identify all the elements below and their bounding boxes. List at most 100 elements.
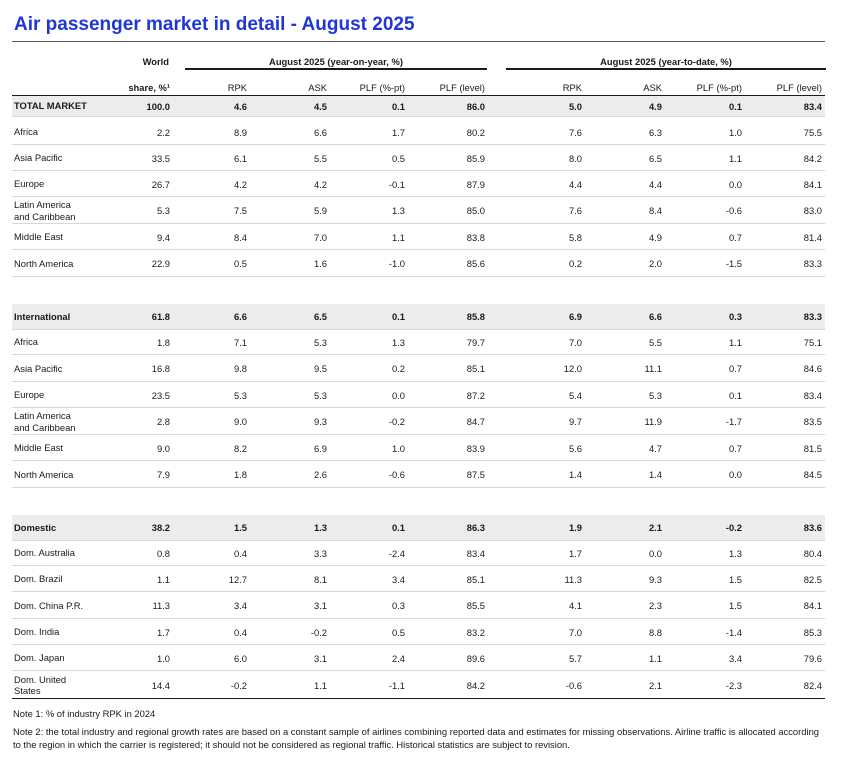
table-cell: 83.3 — [803, 258, 822, 269]
table-cell: 1.7 — [156, 626, 170, 638]
table-cell: 1.5 — [233, 522, 247, 533]
table-cell: 2.4 — [391, 652, 405, 664]
table-cell: 6.0 — [233, 652, 247, 664]
table-cell: 6.6 — [233, 311, 247, 322]
table-cell: 8.4 — [648, 205, 662, 216]
table-cell: 81.5 — [803, 442, 822, 454]
table-cell: 86.3 — [466, 522, 485, 533]
table-cell: 8.8 — [648, 626, 662, 638]
table-cell: 4.7 — [648, 442, 662, 454]
table-cell: 2.8 — [156, 416, 170, 427]
table-cell: 0.2 — [391, 363, 405, 374]
table-cell: 1.1 — [728, 152, 742, 164]
table-row: Africa 2.2 8.9 6.6 1.7 80.2 7.6 6.3 1.0 75.5 — [12, 120, 825, 145]
table-row: Dom. United States 14.4 -0.2 1.1 -1.1 84.2 -0.… — [12, 672, 825, 699]
table-cell: 84.2 — [466, 679, 485, 691]
table-cell: 1.1 — [156, 573, 170, 585]
table-cell: 12.7 — [228, 573, 247, 585]
table-cell: 1.0 — [728, 126, 742, 138]
table-cell: 0.0 — [728, 178, 742, 190]
table-cell: -2.3 — [725, 679, 742, 691]
table-cell: 11.1 — [644, 363, 662, 374]
table-cell: 1.8 — [156, 336, 170, 348]
table-cell: 9.3 — [313, 416, 327, 427]
row-label: International — [14, 310, 71, 322]
table-cell: 1.0 — [391, 442, 405, 454]
col-header-plf-pt: PLF (%-pt) — [696, 82, 742, 93]
table-cell: 6.3 — [648, 126, 662, 138]
table-cell: 0.3 — [391, 600, 405, 611]
table-cell: -1.7 — [725, 416, 742, 427]
table-cell: 4.5 — [313, 100, 327, 112]
table-cell: 4.4 — [568, 178, 582, 190]
table-cell: 4.9 — [648, 100, 662, 112]
table-row: Middle East 9.4 8.4 7.0 1.1 83.8 5.8 4.9 0.7 81.4 — [12, 225, 825, 250]
row-label: Dom. China P.R. — [14, 599, 84, 611]
table-row: Dom. China P.R. 11.3 3.4 3.1 0.3 85.5 4.1 2.3 1.… — [12, 593, 825, 619]
note-1: Note 1: % of industry RPK in 2024 — [13, 708, 156, 719]
table-row: Asia Pacific 16.8 9.8 9.5 0.2 85.1 12.0 11.1 0.7… — [12, 356, 825, 382]
table-cell: 7.9 — [156, 469, 170, 480]
table-cell: 2.0 — [648, 258, 662, 269]
table-cell: 12.0 — [563, 363, 582, 374]
table-cell: 2.1 — [648, 522, 662, 533]
table-cell: 1.9 — [568, 522, 582, 533]
table-cell: 1.1 — [313, 679, 327, 691]
table-cell: 2.1 — [648, 679, 662, 691]
table-cell: 85.0 — [466, 205, 485, 216]
col-header-ask: ASK — [643, 82, 662, 93]
table-cell: 1.3 — [728, 547, 742, 559]
table-cell: 0.5 — [391, 626, 405, 638]
table-cell: 4.9 — [648, 231, 662, 243]
table-cell: 83.4 — [803, 100, 822, 112]
table-cell: 5.3 — [156, 205, 170, 216]
row-label: North America — [14, 257, 74, 269]
table-cell: 4.1 — [568, 600, 582, 611]
table-cell: -0.2 — [310, 626, 327, 638]
table-row: Asia Pacific 33.5 6.1 5.5 0.5 85.9 8.0 6.5 1.1 84… — [12, 146, 825, 171]
table-cell: 7.0 — [313, 231, 327, 243]
table-cell: 82.5 — [803, 573, 822, 585]
table-cell: 85.3 — [803, 626, 822, 638]
table-cell: -2.4 — [388, 547, 405, 559]
table-cell: 6.6 — [648, 311, 662, 322]
table-cell: 26.7 — [151, 178, 170, 190]
col-header-rpk: RPK — [562, 82, 582, 93]
yoy-group-header: August 2025 (year-on-year, %) — [269, 56, 403, 67]
table-cell: 3.4 — [391, 573, 405, 585]
table-row: Dom. India 1.7 0.4 -0.2 0.5 83.2 7.0 8.8 -1.4 85.… — [12, 620, 825, 645]
table-cell: 3.4 — [728, 652, 742, 664]
table-cell: 5.3 — [648, 389, 662, 401]
row-label: Dom. United States — [14, 673, 67, 697]
table-cell: 8.2 — [233, 442, 247, 454]
table-cell: 6.1 — [233, 152, 247, 164]
table-row: Europe 26.7 4.2 4.2 -0.1 87.9 4.4 4.4 0.0 84.1 — [12, 172, 825, 197]
table-cell: 4.6 — [233, 100, 247, 112]
row-label: Dom. Brazil — [14, 573, 63, 585]
row-label: Europe — [14, 178, 45, 190]
table-cell: -0.6 — [388, 469, 405, 480]
table-cell: 0.5 — [391, 152, 405, 164]
table-cell: 75.1 — [803, 336, 822, 348]
row-label: Middle East — [14, 442, 63, 454]
table-cell: 1.6 — [313, 258, 327, 269]
table-cell: 5.3 — [313, 336, 327, 348]
table-cell: 1.7 — [568, 547, 582, 559]
table-cell: 22.9 — [151, 258, 170, 269]
table-cell: 7.1 — [233, 336, 247, 348]
row-label: Africa — [14, 336, 38, 348]
table-cell: 7.6 — [568, 205, 582, 216]
table-row: Latin America and Caribbean 5.3 7.5 5.9 1.3 8… — [12, 198, 825, 224]
ytd-group-header: August 2025 (year-to-date, %) — [600, 56, 732, 67]
table-cell: -0.2 — [230, 679, 247, 691]
table-cell: 3.1 — [313, 600, 327, 611]
table-cell: 87.9 — [466, 178, 485, 190]
table-cell: 0.7 — [728, 363, 742, 374]
table-cell: 6.5 — [313, 311, 327, 322]
note-2: Note 2: the total industry and regional … — [13, 726, 819, 750]
table-cell: -0.2 — [725, 522, 742, 533]
table-cell: 83.3 — [803, 311, 822, 322]
table-cell: 87.5 — [466, 469, 485, 480]
table-cell: 85.6 — [466, 258, 485, 269]
table-cell: -0.6 — [725, 205, 742, 216]
